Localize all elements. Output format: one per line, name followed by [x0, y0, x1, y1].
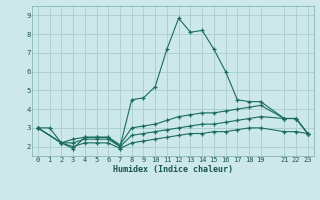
- X-axis label: Humidex (Indice chaleur): Humidex (Indice chaleur): [113, 165, 233, 174]
